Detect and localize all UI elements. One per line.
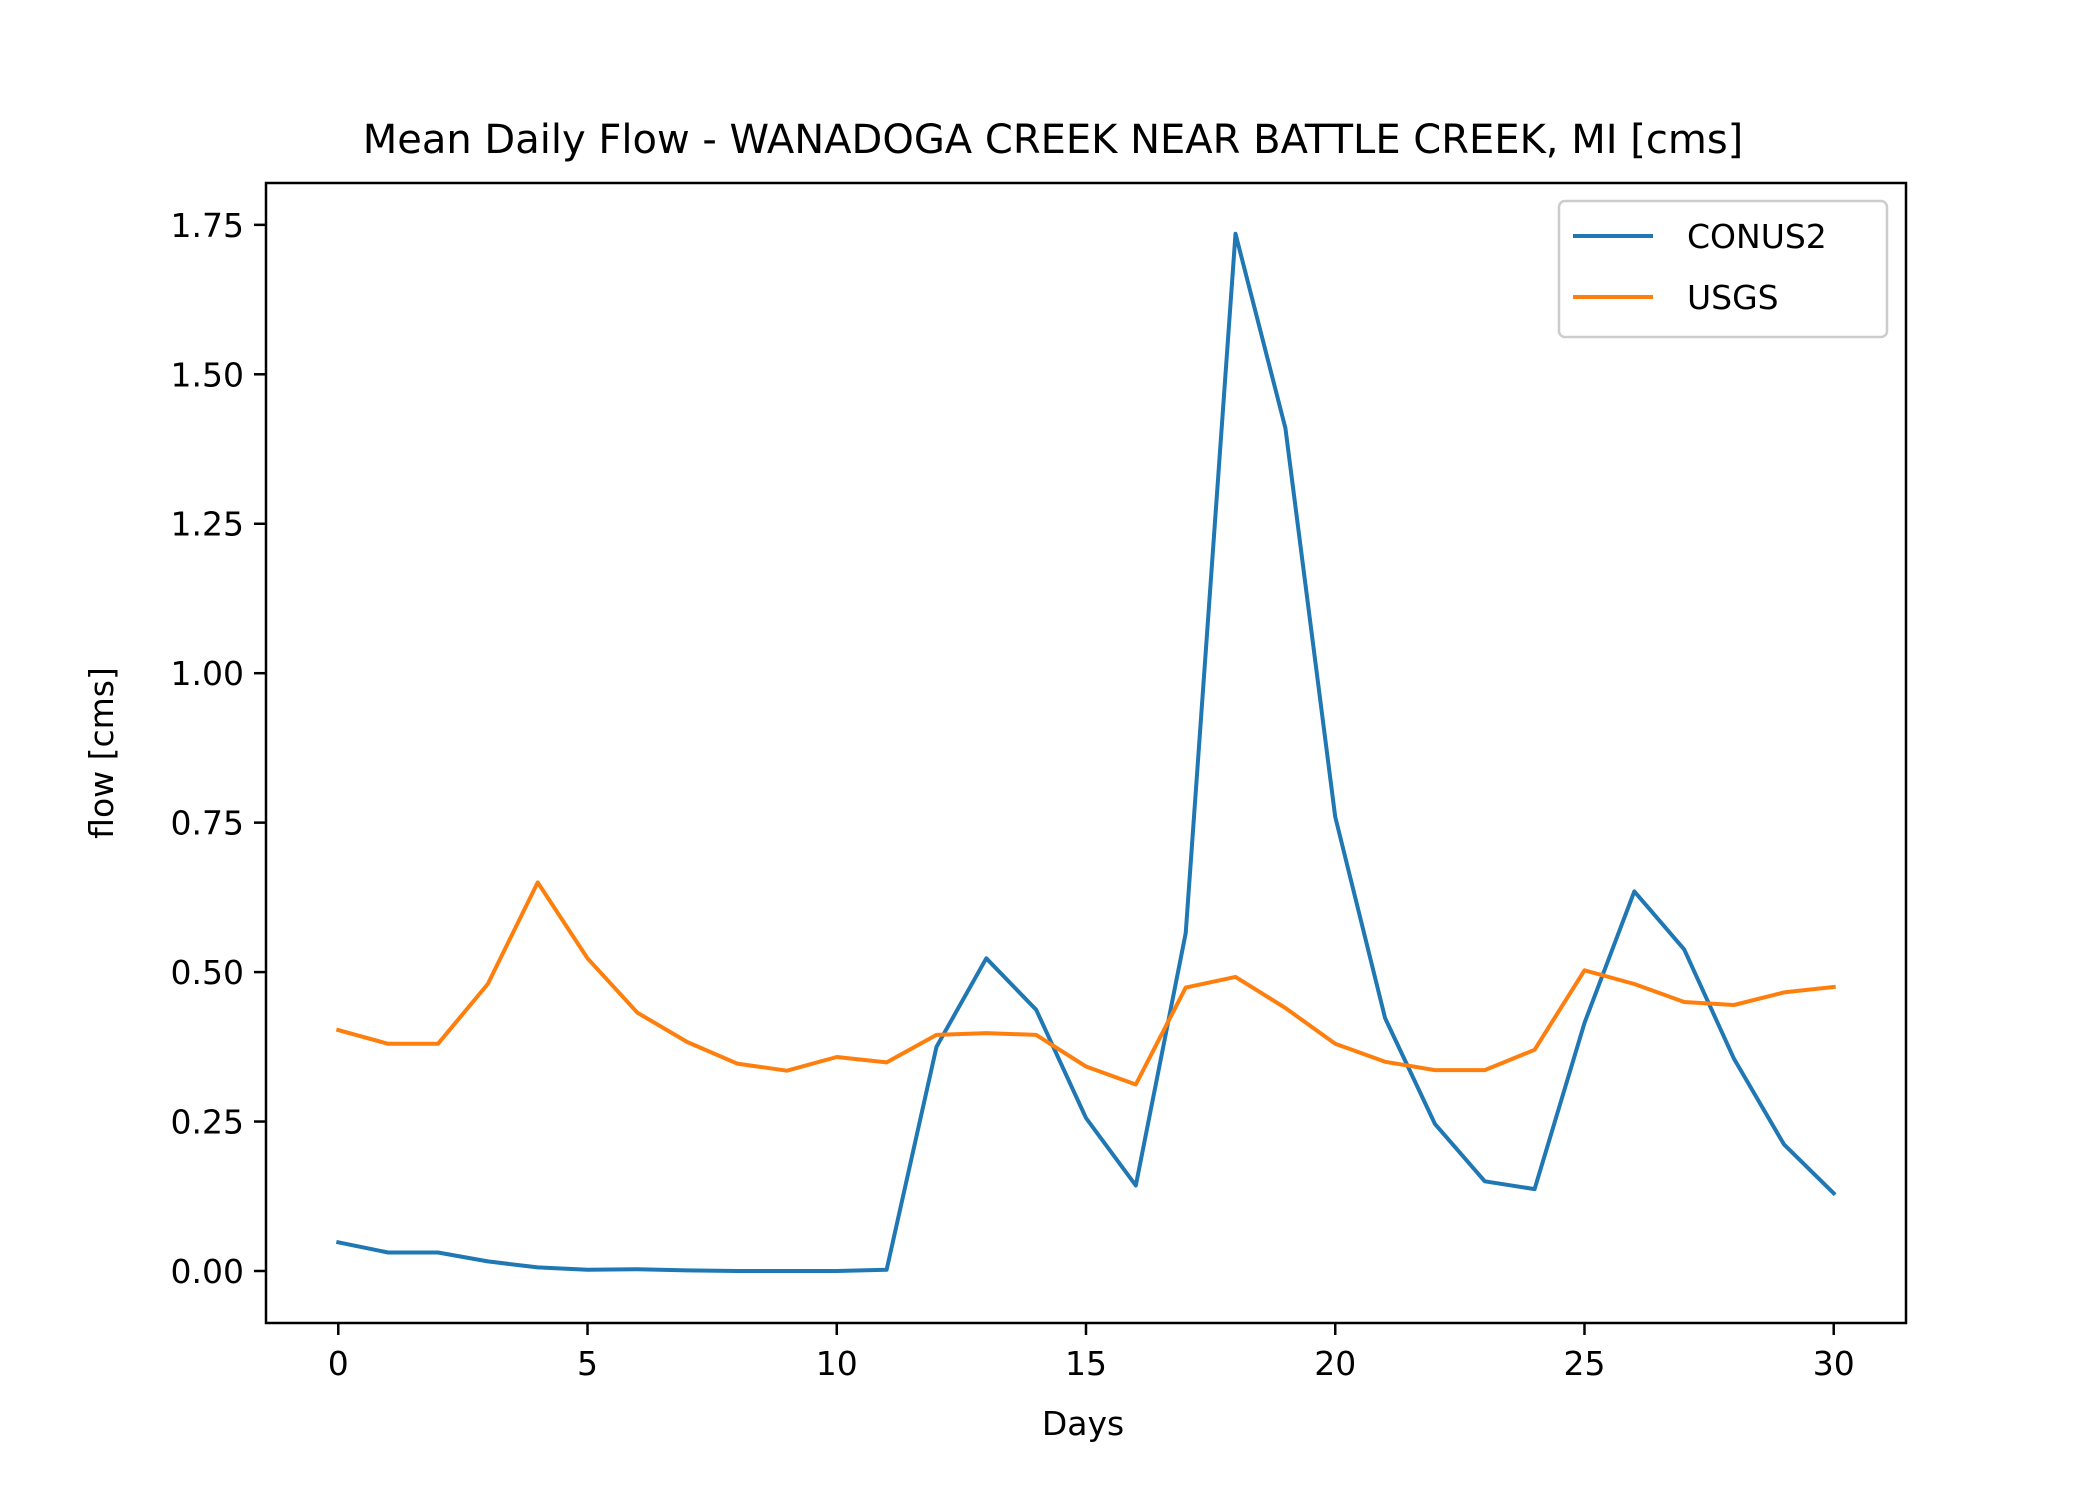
x-tick-label: 20 xyxy=(1314,1344,1356,1383)
x-tick-label: 5 xyxy=(577,1344,598,1383)
y-tick-label: 1.00 xyxy=(171,654,244,693)
x-axis-label: Days xyxy=(1042,1404,1124,1443)
x-tick-label: 0 xyxy=(328,1344,349,1383)
legend: CONUS2 USGS xyxy=(1557,199,1889,339)
y-axis-ticks: 0.00 0.25 0.50 0.75 1.00 1.25 1.50 1.75 xyxy=(171,206,266,1291)
legend-label-conus2: CONUS2 xyxy=(1687,217,1827,256)
x-tick-label: 10 xyxy=(816,1344,858,1383)
y-tick-label: 0.00 xyxy=(171,1252,244,1291)
y-tick-label: 1.75 xyxy=(171,206,244,245)
y-tick-label: 0.25 xyxy=(171,1103,244,1142)
y-tick-label: 1.50 xyxy=(171,355,244,394)
y-axis-label: flow [cms] xyxy=(82,667,121,839)
y-tick-label: 0.75 xyxy=(171,804,244,843)
chart-title: Mean Daily Flow - WANADOGA CREEK NEAR BA… xyxy=(363,117,1744,163)
x-tick-label: 25 xyxy=(1563,1344,1605,1383)
series-line-usgs xyxy=(335,880,1836,1087)
x-tick-label: 15 xyxy=(1065,1344,1107,1383)
x-axis-ticks: 0 5 10 15 20 25 30 xyxy=(328,1323,1855,1383)
y-tick-label: 0.50 xyxy=(171,953,244,992)
series-line-conus2 xyxy=(335,231,1837,1273)
legend-label-usgs: USGS xyxy=(1687,278,1779,317)
plot-area xyxy=(335,231,1837,1273)
x-tick-label: 30 xyxy=(1813,1344,1855,1383)
y-tick-label: 1.25 xyxy=(171,505,244,544)
